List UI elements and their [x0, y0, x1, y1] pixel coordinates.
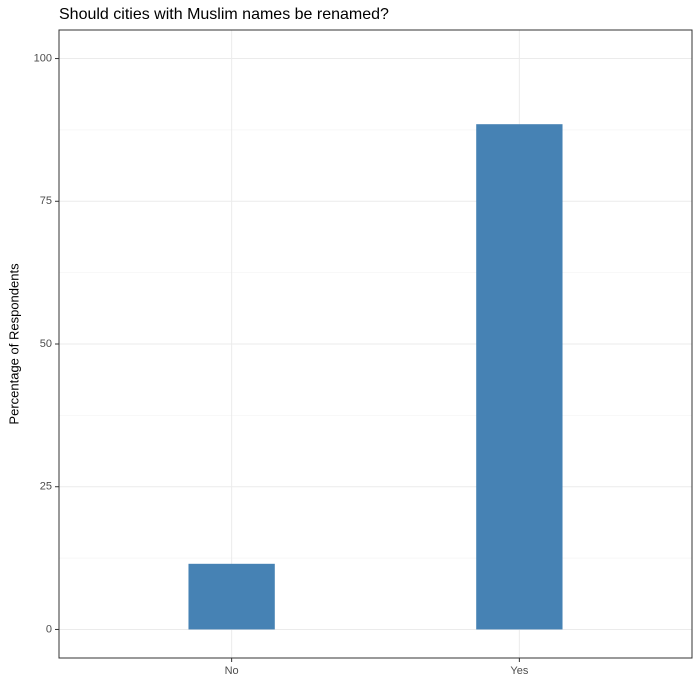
- y-axis-label: Percentage of Respondents: [6, 263, 21, 425]
- bar: [188, 563, 275, 630]
- y-tick-label: 100: [34, 52, 52, 64]
- y-tick-label: 75: [40, 195, 52, 207]
- y-tick-label: 25: [40, 481, 52, 493]
- x-tick-label: No: [225, 665, 239, 677]
- bar: [476, 124, 563, 630]
- x-tick-label: Yes: [510, 665, 528, 677]
- panel-border: [58, 29, 693, 659]
- y-tick-label: 0: [46, 623, 52, 635]
- chart-title: Should cities with Muslim names be renam…: [59, 6, 389, 23]
- y-tick-label: 50: [40, 338, 52, 350]
